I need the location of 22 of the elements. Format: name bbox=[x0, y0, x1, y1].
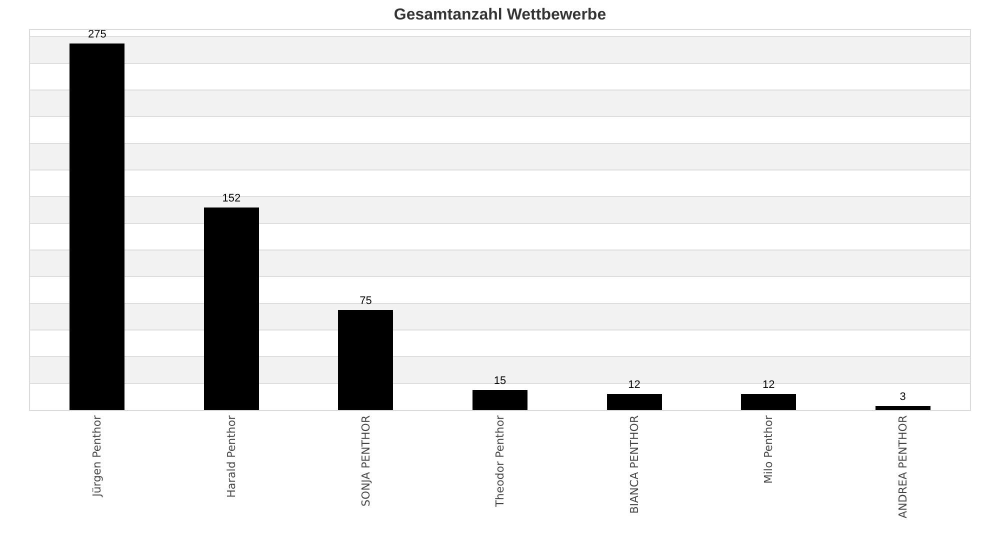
bar bbox=[741, 394, 796, 410]
x-tick-label: Harald Penthor bbox=[225, 414, 238, 498]
x-tick-label: Jürgen Penthor bbox=[90, 414, 104, 498]
data-label: 3 bbox=[900, 391, 906, 403]
data-label: 75 bbox=[360, 295, 372, 307]
x-tick-label: Theodor Penthor bbox=[494, 414, 507, 508]
x-tick-label: BIANCA PENTHOR bbox=[628, 415, 641, 514]
data-label: 152 bbox=[222, 192, 241, 204]
bar bbox=[875, 406, 930, 410]
data-label: 12 bbox=[628, 379, 640, 391]
x-tick-label: ANDREA PENTHOR bbox=[896, 415, 910, 518]
bar bbox=[70, 43, 125, 410]
chart-title: Gesamtanzahl Wettbewerbe bbox=[394, 6, 606, 24]
bar bbox=[606, 394, 662, 410]
bar bbox=[204, 207, 259, 410]
bar bbox=[472, 390, 528, 410]
x-tick-label: SONJA PENTHOR bbox=[359, 415, 372, 506]
data-label: 15 bbox=[494, 375, 506, 387]
bar bbox=[338, 310, 394, 410]
x-tick-label: Milo Penthor bbox=[762, 414, 776, 484]
data-label: 275 bbox=[88, 28, 106, 40]
data-label: 12 bbox=[762, 379, 775, 391]
